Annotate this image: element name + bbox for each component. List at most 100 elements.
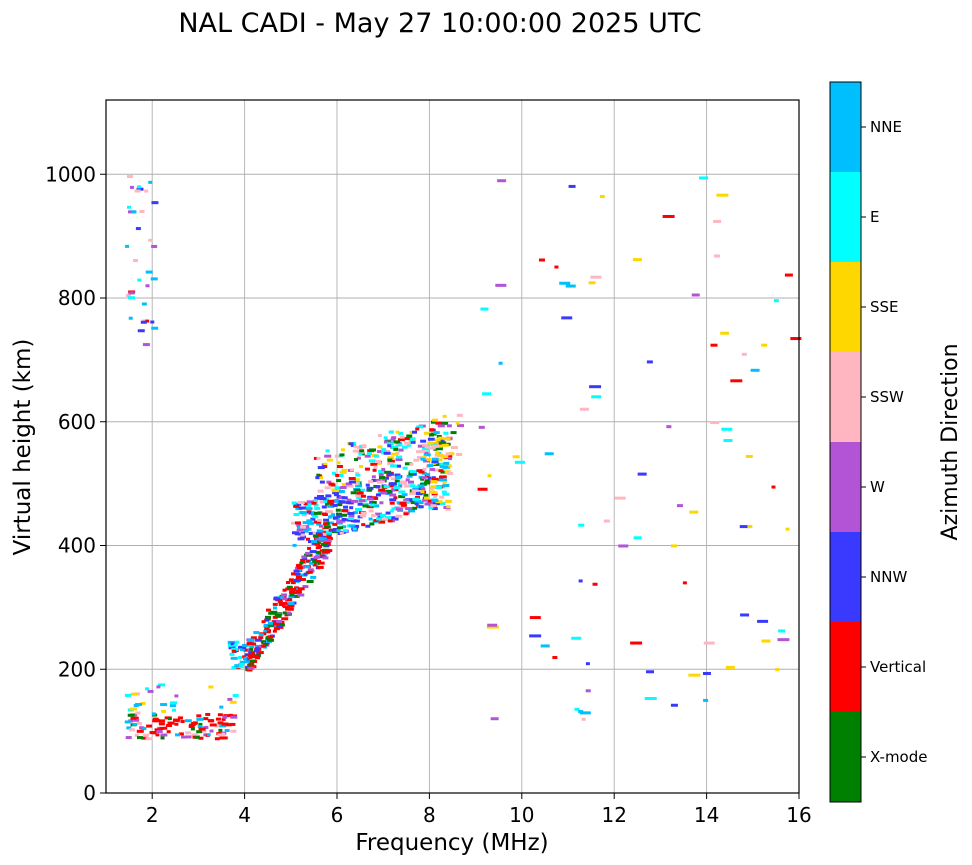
echo-point <box>445 507 451 511</box>
y-axis-ticks: 0 200 400 600 800 1000 <box>45 162 106 805</box>
echo-point <box>135 227 141 231</box>
echo-point <box>371 500 377 504</box>
echo-point <box>299 535 306 539</box>
echo-point <box>439 441 447 445</box>
echo-point <box>247 666 255 670</box>
echo-point <box>559 281 571 285</box>
echo-point <box>318 537 324 541</box>
echo-point <box>243 660 250 664</box>
echo-point <box>177 716 183 720</box>
echo-point <box>334 491 339 495</box>
echo-point <box>128 316 133 320</box>
echo-point <box>355 524 360 528</box>
echo-point <box>154 728 161 732</box>
echo-point <box>338 489 345 493</box>
echo-point <box>443 437 451 441</box>
echo-point <box>287 607 294 611</box>
echo-point <box>327 515 332 519</box>
echo-point <box>413 458 420 462</box>
echo-point <box>437 424 445 428</box>
echo-point <box>249 645 255 649</box>
echo-point <box>404 462 412 466</box>
echo-point <box>585 662 590 666</box>
echo-point <box>206 733 211 737</box>
echo-point <box>337 526 344 530</box>
echo-point <box>306 537 311 541</box>
echo-point <box>435 421 443 425</box>
echo-point <box>448 455 453 459</box>
echo-point <box>285 587 290 591</box>
echo-point <box>383 451 391 455</box>
echo-point <box>267 623 274 627</box>
echo-point <box>263 623 271 627</box>
echo-point <box>325 537 333 541</box>
echo-point <box>420 457 426 461</box>
echo-point <box>381 451 386 455</box>
echo-point <box>341 509 349 513</box>
echo-point <box>288 578 294 582</box>
echo-point <box>232 694 239 698</box>
echo-point <box>456 413 463 417</box>
echo-point <box>377 461 382 465</box>
echo-point <box>282 588 287 592</box>
echo-point <box>644 697 657 701</box>
echo-point <box>148 238 153 242</box>
echo-point <box>372 468 377 472</box>
echo-point <box>646 360 653 364</box>
echo-point <box>272 606 277 610</box>
echo-point <box>400 480 408 484</box>
echo-point <box>666 425 672 429</box>
echo-point <box>380 513 387 517</box>
echo-point <box>136 729 144 733</box>
echo-point <box>286 585 293 589</box>
echo-point <box>355 471 360 475</box>
echo-point <box>272 602 278 606</box>
echo-point <box>190 727 195 731</box>
x-tick-label: 12 <box>601 803 626 827</box>
echo-point <box>443 431 449 435</box>
echo-point <box>325 530 332 534</box>
echo-point <box>377 445 383 449</box>
echo-point <box>400 503 407 507</box>
echo-point <box>761 639 771 643</box>
echo-point <box>421 487 426 491</box>
echo-point <box>420 490 425 494</box>
echo-point <box>198 736 204 740</box>
echo-point <box>761 343 768 347</box>
echo-point <box>430 504 437 508</box>
echo-point <box>192 721 198 725</box>
echo-point <box>258 633 264 637</box>
echo-point <box>333 529 341 533</box>
echo-point <box>151 244 158 248</box>
echo-point <box>323 499 328 503</box>
echo-point <box>373 465 378 469</box>
echo-point <box>332 516 338 520</box>
echo-point <box>160 736 165 740</box>
echo-point <box>153 719 160 723</box>
colorbar-tick-label: X-mode <box>870 748 927 766</box>
echo-point <box>393 440 401 444</box>
echo-point <box>391 488 396 492</box>
echo-point <box>300 531 305 535</box>
echo-point <box>408 472 414 476</box>
echo-point <box>364 454 371 458</box>
echo-point <box>771 485 776 489</box>
echo-point <box>171 708 176 712</box>
colorbar: X-mode Vertical NNW W SSW SSE E NNE <box>829 81 927 803</box>
echo-point <box>310 517 316 521</box>
echo-point <box>409 492 417 496</box>
echo-point <box>544 452 554 456</box>
echo-point <box>249 647 254 651</box>
echo-point <box>359 464 364 468</box>
echo-point <box>361 523 366 527</box>
echo-point <box>436 434 442 438</box>
echo-point <box>431 477 439 481</box>
echo-point <box>294 521 301 525</box>
echo-point <box>209 723 217 727</box>
echo-point <box>633 536 642 540</box>
echo-point <box>614 496 626 500</box>
echo-point <box>148 180 153 184</box>
echo-point <box>366 486 374 490</box>
echo-point <box>267 638 275 642</box>
echo-point <box>303 529 309 533</box>
